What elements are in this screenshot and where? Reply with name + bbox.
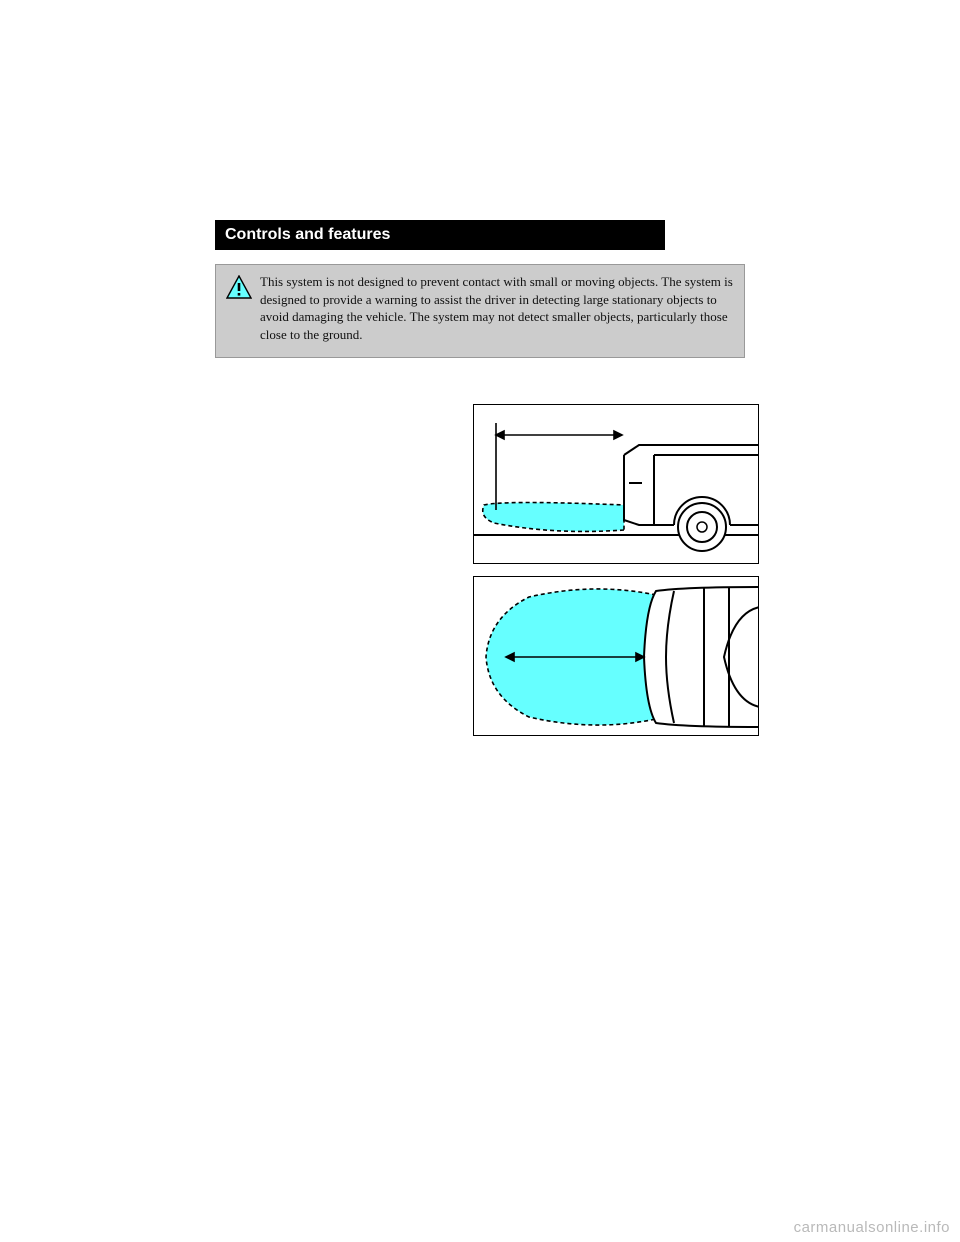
watermark-text: carmanualsonline.info (794, 1219, 950, 1236)
diagram-side-view (473, 404, 759, 564)
section-title: Controls and features (225, 226, 390, 243)
diagram-column (473, 404, 765, 736)
warning-text: This system is not designed to prevent c… (260, 273, 734, 343)
section-header-bar: Controls and features (215, 220, 665, 250)
diagram-top-view (473, 576, 759, 736)
warning-row: This system is not designed to prevent c… (226, 273, 734, 343)
caution-icon (226, 275, 252, 304)
warning-callout: This system is not designed to prevent c… (215, 264, 745, 358)
manual-page: Controls and features This system is not… (215, 220, 745, 748)
